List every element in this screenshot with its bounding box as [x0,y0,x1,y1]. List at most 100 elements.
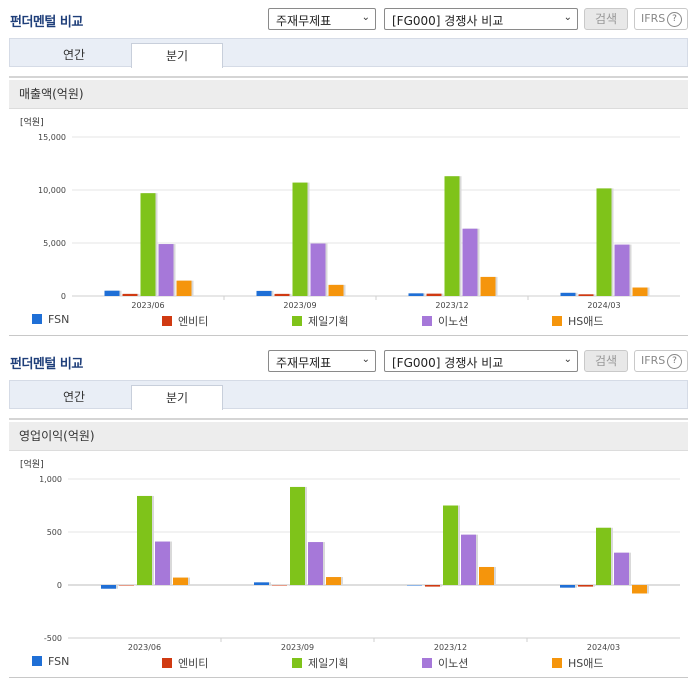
legend-swatch [292,316,302,326]
panel-header: 펀더멘털 비교 주재무제표 ⌄ [FG000] 경쟁사 비교 ⌄ 검색 IFRS… [0,342,696,378]
x-tick-label: 2024/03 [587,643,620,652]
panel-title: 펀더멘털 비교 [10,357,83,372]
bar [140,193,156,296]
bar [274,293,290,296]
bar [254,582,269,585]
y-tick-label: -500 [44,634,62,643]
legend-swatch [292,658,302,668]
legend-label: 엔비티 [178,315,209,328]
tab-annual[interactable]: 연간 [62,390,86,404]
chart-subheading: 매출액(억원) [9,80,688,109]
legend-item[interactable]: FSN [32,655,69,668]
legend-label: 이노션 [438,657,469,670]
legend-item[interactable]: 엔비티 [162,655,208,671]
legend-item[interactable]: 이노션 [422,655,468,671]
legend-item[interactable]: 제일기획 [292,655,348,671]
bar [560,585,575,588]
legend-label: FSN [48,655,70,668]
y-tick-label: 15,000 [38,133,66,142]
legend-item[interactable]: FSN [32,313,69,326]
tab-annual[interactable]: 연간 [62,48,86,62]
compare-group-value: [FG000] 경쟁사 비교 [392,356,504,370]
unit-label: [억원] [20,116,44,128]
panel-title: 펀더멘털 비교 [10,15,83,30]
y-tick-label: 5,000 [43,239,66,248]
bar [560,292,576,296]
y-tick-label: 500 [47,528,62,537]
legend-swatch [552,658,562,668]
unit-label: [억원] [20,458,44,470]
legend-item[interactable]: 제일기획 [292,313,348,329]
section-divider [9,76,688,78]
legend-swatch [162,316,172,326]
compare-group-select[interactable]: [FG000] 경쟁사 비교 ⌄ [384,350,578,372]
bar [614,244,630,296]
statement-type-select[interactable]: 주재무제표 ⌄ [268,350,376,372]
legend-label: 엔비티 [178,657,209,670]
fundamental-panel-revenue: 펀더멘털 비교 주재무제표 ⌄ [FG000] 경쟁사 비교 ⌄ 검색 IFRS… [9,8,688,336]
panel-bottom-border [9,335,688,336]
help-icon: ? [667,354,682,369]
x-tick-label: 2023/09 [281,643,314,652]
legend-label: 제일기획 [308,315,349,328]
legend-item[interactable]: 엔비티 [162,313,208,329]
legend-swatch [552,316,562,326]
bar [272,585,287,586]
bar [176,280,192,296]
ifrs-help-button[interactable]: IFRS ? [634,350,688,372]
legend-item[interactable]: 이노션 [422,313,468,329]
bar [596,188,612,296]
bar [632,585,647,594]
legend-swatch [32,656,42,666]
legend-swatch [32,314,42,324]
bar [137,495,152,585]
bar [290,486,305,585]
bar [310,243,326,296]
bar [426,293,442,296]
x-tick-label: 2024/03 [587,301,620,310]
chevron-down-icon: ⌄ [361,354,370,365]
panel-bottom-border [9,677,688,678]
chevron-down-icon: ⌄ [361,12,370,23]
bar [479,566,494,585]
tab-quarterly[interactable]: 분기 [131,385,223,410]
ifrs-label: IFRS [641,354,666,367]
ifrs-help-button[interactable]: IFRS ? [634,8,688,30]
bar [443,505,458,585]
bar [122,293,138,296]
bar [462,228,478,296]
x-tick-label: 2023/06 [128,643,161,652]
bar [326,577,341,585]
legend-label: FSN [48,313,70,326]
bar [596,527,611,585]
legend-label: 제일기획 [308,657,349,670]
bar [408,293,424,296]
legend-item[interactable]: HS애드 [552,655,604,671]
y-tick-label: 10,000 [38,186,66,195]
bar [425,585,440,587]
search-button[interactable]: 검색 [584,350,628,372]
compare-group-select[interactable]: [FG000] 경쟁사 비교 ⌄ [384,8,578,30]
period-tabs: 연간 분기 [9,380,688,410]
legend-swatch [162,658,172,668]
statement-type-select[interactable]: 주재무제표 ⌄ [268,8,376,30]
operating-profit-bar-chart: [억원] -500 0 500 1,000 2023/06 2023/09 2023/12 20… [20,458,680,652]
statement-type-value: 주재무제표 [276,356,332,370]
bar [480,276,496,296]
help-icon: ? [667,12,682,27]
bar [104,290,120,296]
revenue-bar-chart: [억원] 0 5,000 10,000 15,000 2023/06 2023/09 2023… [20,116,680,310]
tab-quarterly[interactable]: 분기 [131,43,223,68]
section-divider [9,418,688,420]
bar [578,585,593,587]
fundamental-panel-operating-profit: 펀더멘털 비교 주재무제표 ⌄ [FG000] 경쟁사 비교 ⌄ 검색 IFRS… [0,342,696,684]
bar [101,585,116,589]
bar [308,542,323,585]
bar [158,244,174,296]
bar [614,552,629,585]
legend-item[interactable]: HS애드 [552,313,604,329]
compare-group-value: [FG000] 경쟁사 비교 [392,14,504,28]
statement-type-value: 주재무제표 [276,14,332,28]
search-button[interactable]: 검색 [584,8,628,30]
legend-swatch [422,658,432,668]
